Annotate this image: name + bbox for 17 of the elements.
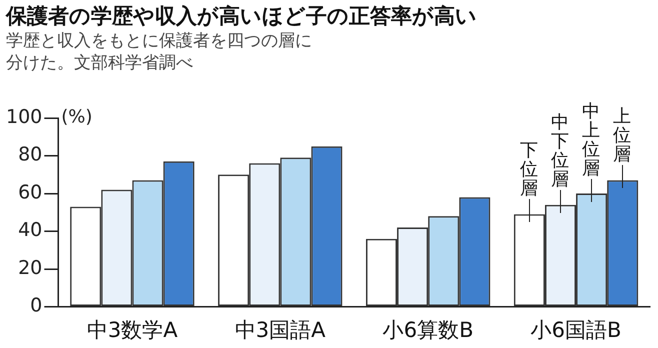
x-tick-label: 中3数学A <box>86 318 178 342</box>
y-axis-title: (%) <box>61 106 92 128</box>
y-tick-label: 0 <box>30 294 42 317</box>
series-label: 下位層 <box>519 140 538 200</box>
y-tick-label: 40 <box>18 219 42 242</box>
series-label: 上位層 <box>612 106 632 166</box>
series-label: 中下位層 <box>550 112 570 190</box>
x-tick-label: 中3国語A <box>234 318 326 342</box>
y-tick-label: 80 <box>18 144 42 166</box>
y-tick-label: 20 <box>18 256 42 279</box>
chart-title: 保護者の学歴や収入が高いほど子の正答率が高い <box>6 3 477 30</box>
x-tick-label: 小6国語B <box>530 318 622 342</box>
y-tick-label: 100 <box>6 106 42 128</box>
x-tick-label: 小6算数B <box>382 318 474 342</box>
y-tick-label: 60 <box>18 181 42 204</box>
series-label: 中上位層 <box>582 100 601 179</box>
chart-subtitle: 学歴と収入をもとに保護者を四つの層に分けた。文部科学省調べ <box>6 30 313 74</box>
